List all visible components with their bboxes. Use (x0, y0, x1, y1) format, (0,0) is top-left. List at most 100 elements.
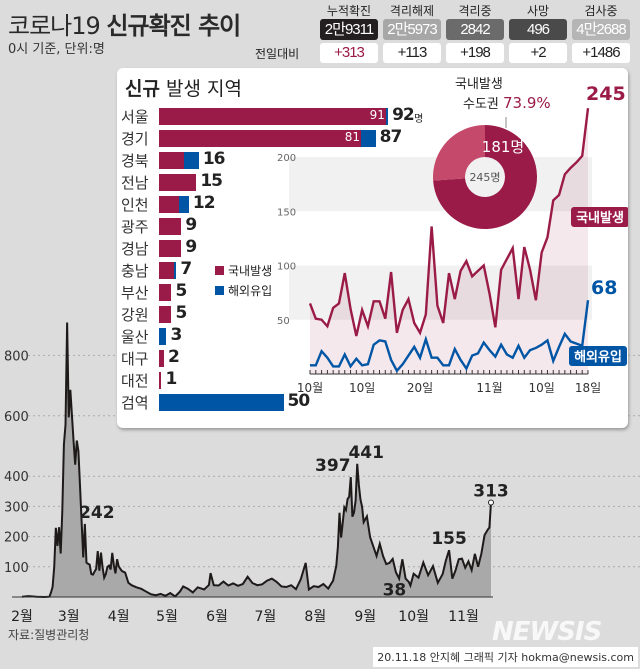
y-tick-label: 100 (277, 262, 296, 273)
region-row: 경남 9 (117, 237, 537, 258)
pie-total-label: 245명 (469, 171, 500, 184)
bar-overseas (183, 152, 199, 169)
bar-total-label: 16 (202, 149, 226, 169)
y-tick-label: 300 (4, 500, 29, 515)
y-tick-label: 800 (4, 349, 29, 364)
y-tick-label: 200 (4, 531, 29, 546)
pie-title: 국내발생 (455, 77, 503, 92)
region-label: 광주 (121, 218, 149, 236)
stat-3: 사망 496 +2 (508, 2, 568, 63)
bar-domestic (159, 350, 164, 367)
region-label: 경북 (121, 152, 149, 170)
region-label: 전남 (121, 174, 149, 192)
bar-domestic (159, 284, 172, 301)
bar-domestic (159, 152, 184, 169)
pie-metro-label: 181명 (482, 138, 524, 156)
bar-total-label: 12 (192, 193, 216, 213)
bar-total-label: 9 (185, 237, 197, 257)
stat-2: 격리중 2842 +198 (445, 2, 505, 63)
bar-domestic (159, 196, 179, 213)
domestic-tag-bg (571, 207, 628, 227)
legend-swatch-overseas (215, 286, 224, 295)
bar-total-label: 5 (175, 303, 187, 323)
bar-total-label: 5 (175, 281, 187, 301)
y-tick-label: 50 (277, 316, 290, 327)
bar-total-label: 15 (200, 171, 223, 191)
x-tick-label: 10월 (398, 609, 429, 625)
stat-0: 누적확진 2만9311 +313 (319, 2, 379, 63)
region-row: 전남 15 (117, 171, 537, 192)
bar-domestic (159, 130, 361, 147)
region-row: 대전 1 (117, 369, 537, 390)
pie-pct: 73.9% (503, 94, 551, 112)
annotation-label: 313 (473, 481, 509, 501)
annotation-label: 155 (431, 529, 467, 549)
band (289, 265, 592, 320)
stat-value: 4만2688 (572, 19, 630, 40)
page-title: 코로나19 신규확진 추이 (8, 12, 241, 40)
x-tick-label: 3월 (58, 609, 80, 625)
stat-label: 누적확진 (326, 4, 372, 18)
bar-domestic (159, 218, 182, 235)
x-tick-label: 8월 (304, 609, 326, 625)
annotation-label: 242 (79, 503, 115, 523)
bar-domestic (159, 108, 386, 125)
stat-1: 격리해제 2만5973 +113 (382, 2, 442, 63)
region-label: 서울 (121, 108, 149, 126)
stat-label: 격리해제 (389, 4, 435, 18)
region-label: 인천 (121, 196, 149, 214)
bar-inner-label: 81 (344, 130, 360, 144)
bar-total-label: 87 (379, 127, 403, 147)
region-row: 광주 9 (117, 215, 537, 236)
bar-overseas (385, 108, 389, 125)
x-tick-label: 2월 (11, 609, 33, 625)
overseas-line (310, 300, 590, 373)
pie-slice-metro (433, 125, 537, 229)
region-label: 대구 (121, 350, 149, 368)
diff-label: 전일대비 (255, 47, 300, 61)
region-label: 강원 (121, 306, 149, 324)
region-row: 강원 5 (117, 303, 537, 324)
region-label: 대전 (121, 372, 149, 390)
overseas-tag: 해외유입 (574, 349, 622, 365)
x-tick-label: 10월 (297, 381, 323, 395)
bar-total-label: 50 (287, 391, 311, 411)
x-tick-label: 5월 (156, 609, 178, 625)
stat-label: 검사중 (584, 4, 618, 18)
stat-diff: +2 (509, 43, 567, 63)
bar-total-label: 7 (180, 259, 192, 279)
x-tick-label: 9월 (354, 609, 376, 625)
stat-4: 검사중 4만2688 +1486 (571, 2, 631, 63)
region-row: 검역 50 (117, 391, 537, 412)
region-label: 검역 (121, 394, 149, 412)
region-label: 울산 (121, 328, 149, 346)
annotation-label: 441 (348, 443, 384, 463)
bar-domestic (159, 174, 197, 191)
y-tick-label: 600 (4, 410, 29, 425)
bar-domestic (159, 306, 172, 323)
region-row: 부산 5 (117, 281, 537, 302)
stat-diff: +1486 (572, 43, 630, 63)
stat-diff: +113 (383, 43, 441, 63)
bar-total-label: 2 (167, 347, 180, 367)
legend-swatch-domestic (215, 266, 224, 275)
x-tick-label: 7월 (254, 609, 276, 625)
domestic-end-label: 245 (586, 83, 626, 105)
annotation-label: 38 (383, 581, 407, 601)
subtitle: 0시 기준, 단위:명 (8, 42, 105, 57)
bar-total-label: 92 (392, 105, 415, 125)
region-row: 서울 92 91 명 (117, 105, 537, 126)
unit-label: 명 (414, 114, 424, 125)
domestic-tag: 국내발생 (576, 210, 624, 226)
daily-line-chart: 50 100 150 200 10월 10일 20일 11월 10일 18일 245 68 국내발생해외… (277, 77, 628, 395)
bar-total-label: 9 (185, 215, 197, 235)
x-tick-label: 11월 (476, 381, 502, 395)
pie-subtitle: 수도권 73.9% (463, 94, 551, 112)
stat-label: 격리중 (458, 4, 492, 18)
x-tick-label: 6월 (206, 609, 228, 625)
stat-value: 496 (509, 19, 567, 40)
pie-slice-other (433, 125, 485, 181)
x-tick-label: 10일 (349, 381, 375, 395)
bar-total-label: 1 (165, 369, 177, 389)
region-row: 충남 7 (117, 259, 537, 280)
